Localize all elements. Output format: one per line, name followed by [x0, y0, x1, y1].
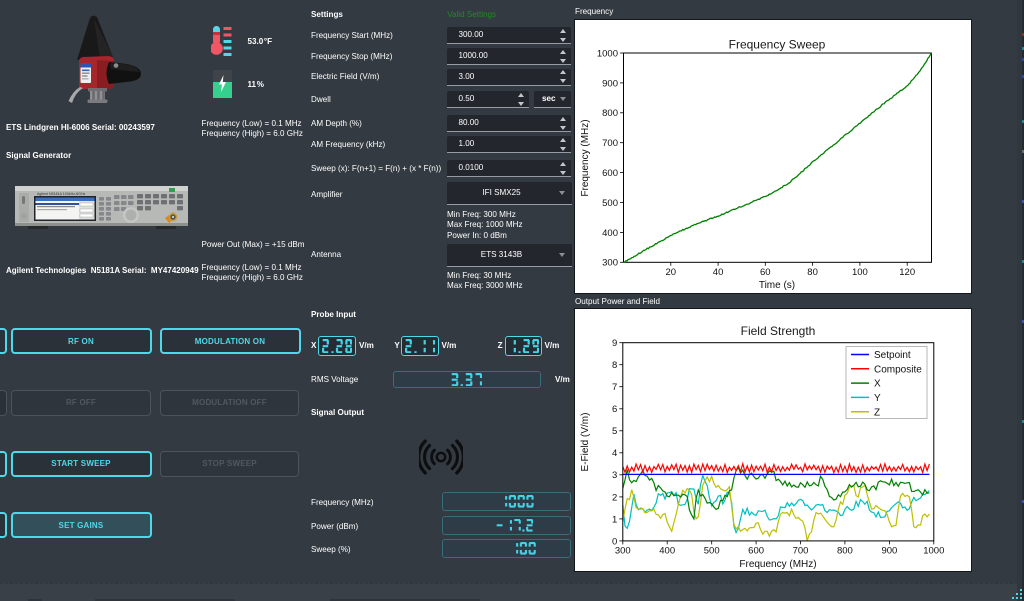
svg-text:Composite: Composite: [874, 364, 922, 375]
svg-text:7: 7: [612, 382, 617, 393]
svg-text:400: 400: [602, 227, 618, 238]
svg-text:600: 600: [748, 546, 764, 557]
svg-text:Frequency (MHz): Frequency (MHz): [580, 119, 591, 196]
svg-text:Agilent N5181A 100kHz-6GHz: Agilent N5181A 100kHz-6GHz: [37, 192, 86, 196]
svg-text:Frequency (MHz): Frequency (MHz): [739, 559, 816, 570]
svg-text:5: 5: [612, 426, 617, 437]
svg-text:400: 400: [659, 546, 675, 557]
svg-text:E-Field (V/m): E-Field (V/m): [580, 413, 591, 472]
svg-text:300: 300: [614, 546, 630, 557]
svg-text:20: 20: [665, 266, 676, 277]
svg-text:Z: Z: [874, 407, 880, 418]
svg-text:X: X: [874, 379, 881, 390]
svg-text:100: 100: [851, 266, 867, 277]
svg-text:60: 60: [760, 266, 771, 277]
svg-text:9: 9: [612, 338, 617, 349]
svg-text:2: 2: [612, 492, 617, 503]
svg-text:900: 900: [602, 78, 618, 89]
svg-text:3: 3: [612, 470, 617, 481]
svg-text:Time (s): Time (s): [758, 280, 794, 291]
svg-text:Frequency Sweep: Frequency Sweep: [728, 37, 825, 51]
svg-text:1000: 1000: [596, 48, 617, 59]
svg-text:500: 500: [703, 546, 719, 557]
svg-text:80: 80: [807, 266, 818, 277]
svg-text:900: 900: [881, 546, 897, 557]
svg-text:700: 700: [602, 138, 618, 149]
svg-text:Field Strength: Field Strength: [740, 324, 815, 338]
svg-text:600: 600: [602, 168, 618, 179]
svg-text:800: 800: [602, 108, 618, 119]
svg-text:4: 4: [612, 448, 617, 459]
svg-text:40: 40: [712, 266, 723, 277]
svg-text:Setpoint: Setpoint: [874, 350, 911, 361]
svg-text:700: 700: [792, 546, 808, 557]
svg-text:1: 1: [612, 514, 617, 525]
svg-text:6: 6: [612, 404, 617, 415]
svg-text:1000: 1000: [923, 546, 944, 557]
svg-text:0: 0: [612, 536, 617, 547]
svg-text:500: 500: [602, 197, 618, 208]
svg-text:120: 120: [899, 266, 915, 277]
svg-text:800: 800: [836, 546, 852, 557]
svg-text:300: 300: [602, 257, 618, 268]
svg-text:8: 8: [612, 360, 617, 371]
svg-text:Y: Y: [874, 393, 881, 404]
